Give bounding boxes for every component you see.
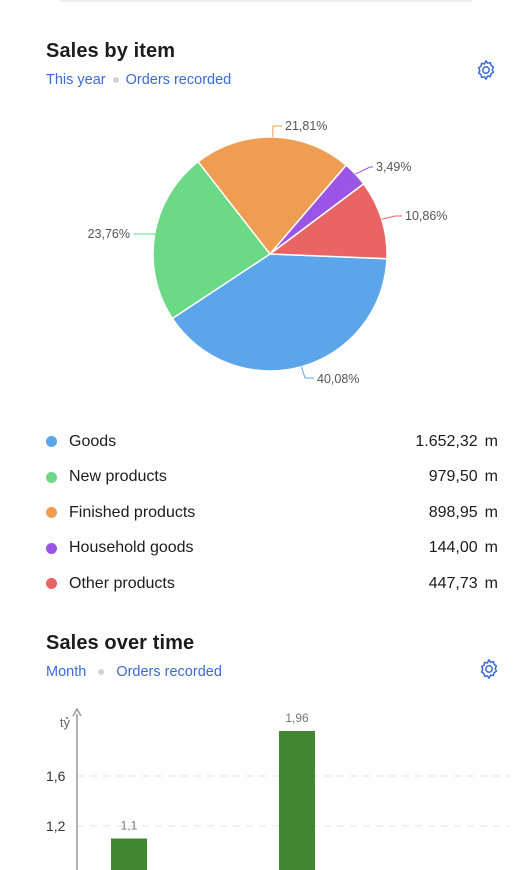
legend-label: New products: [69, 468, 167, 486]
bar[interactable]: [111, 838, 147, 870]
legend-unit: m: [484, 468, 498, 486]
pie-card-filters: This year Orders recorded: [46, 72, 231, 88]
legend-value: 1.652,32: [415, 432, 478, 450]
pie-period-filter[interactable]: This year: [46, 72, 106, 88]
legend-swatch: [46, 578, 57, 590]
bar-chart: tỷ 1,6 1,2 0,8 1,1 0,7 1,96: [46, 707, 510, 870]
bar-card-title: Sales over time: [46, 632, 195, 654]
pie-percent-label: 23,76%: [88, 227, 130, 241]
legend-unit: m: [484, 539, 498, 557]
legend-swatch: [46, 471, 57, 483]
separator-dot: [98, 669, 105, 675]
legend-label: Other products: [69, 574, 175, 592]
legend-item[interactable]: Other products 447,73 m: [46, 566, 498, 602]
legend-label: Finished products: [69, 503, 196, 521]
pie-chart: 40,08% 23,76% 21,81% 3,49% 10,86%: [88, 119, 448, 386]
pie-percent-label: 3,49%: [376, 160, 411, 174]
pie-slice[interactable]: [267, 182, 388, 260]
pie-slice[interactable]: [152, 160, 272, 320]
legend-swatch: [46, 507, 57, 519]
legend-swatch: [46, 542, 57, 554]
separator-dot: [112, 77, 119, 83]
gear-icon[interactable]: [474, 58, 498, 82]
pie-percent-label: 21,81%: [285, 119, 327, 133]
bar-value-label: 1,96: [285, 711, 309, 725]
pie-leader-line: [272, 125, 282, 138]
legend-item[interactable]: Finished products 898,95 m: [46, 495, 498, 531]
bar-card-filters: Month Orders recorded: [46, 664, 222, 680]
legend-item[interactable]: Household goods 144,00 m: [46, 531, 498, 567]
bar-value-label: 1,1: [121, 819, 138, 833]
top-divider: [60, 0, 472, 2]
legend-value: 447,73: [428, 574, 478, 592]
pie-percent-label: 40,08%: [317, 372, 359, 386]
pie-type-filter[interactable]: Orders recorded: [125, 72, 232, 88]
y-axis-unit: tỷ: [60, 715, 71, 730]
y-tick-label: 0,8: [46, 868, 66, 870]
legend-label: Goods: [69, 432, 117, 450]
pie-card-title: Sales by item: [46, 40, 176, 62]
legend-item[interactable]: New products 979,50 m: [46, 460, 498, 496]
y-tick-label: 1,2: [46, 818, 66, 834]
legend-value: 979,50: [428, 468, 478, 486]
bar[interactable]: [279, 731, 315, 870]
y-tick-label: 1,6: [46, 768, 66, 784]
pie-leader-line: [381, 215, 402, 220]
pie-leader-line: [134, 233, 158, 236]
bar-type-filter[interactable]: Orders recorded: [116, 664, 222, 680]
bar-period-filter[interactable]: Month: [46, 664, 87, 680]
pie-percent-label: 10,86%: [405, 209, 447, 223]
pie-leader-line: [300, 366, 314, 379]
legend-swatch: [46, 436, 57, 448]
legend-value: 898,95: [428, 503, 478, 521]
pie-legend: Goods 1.652,32 m New products 979,50 m Finishe…: [46, 424, 498, 602]
legend-unit: m: [484, 432, 498, 450]
bar-value-label: 0,7: [205, 869, 222, 870]
legend-unit: m: [484, 574, 498, 592]
legend-label: Household goods: [69, 539, 194, 557]
y-axis-arrow: [72, 707, 82, 717]
legend-item[interactable]: Goods 1.652,32 m: [46, 424, 498, 460]
legend-unit: m: [484, 503, 498, 521]
legend-value: 144,00: [428, 539, 478, 557]
pie-leader-line: [355, 166, 373, 175]
gear-icon[interactable]: [477, 657, 501, 681]
